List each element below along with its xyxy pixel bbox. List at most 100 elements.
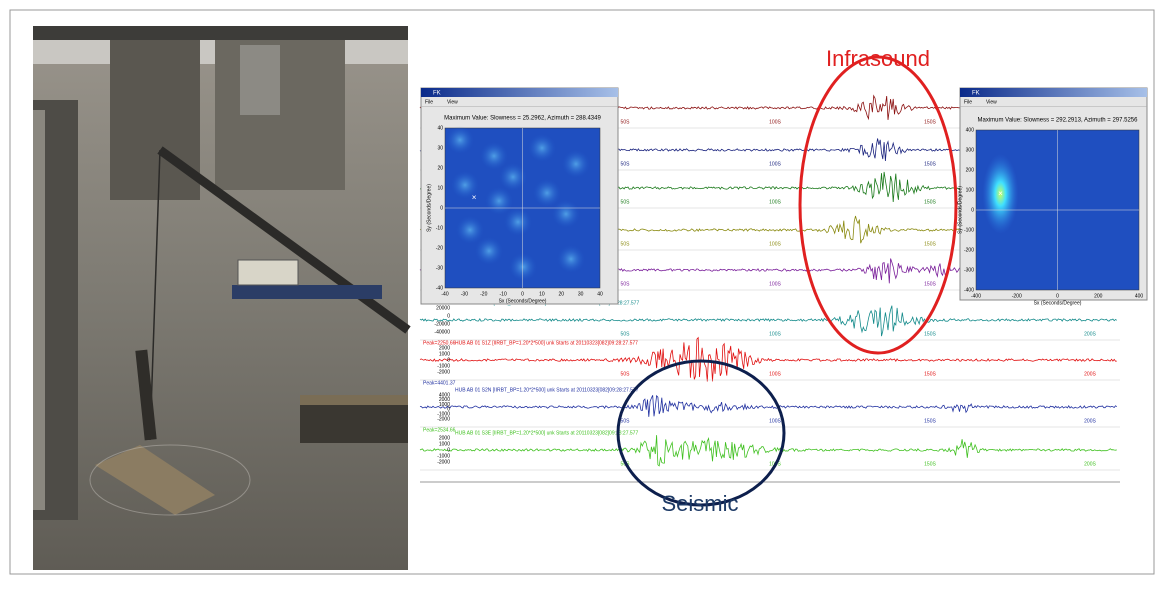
y-tick-label: 300 xyxy=(966,147,975,153)
fk-blob xyxy=(557,245,585,273)
time-tick-label: 150S xyxy=(924,161,936,167)
menu-item: File xyxy=(964,99,972,105)
time-tick-label: 50S xyxy=(621,371,631,377)
x-tick-label: -10 xyxy=(500,291,507,297)
y-tick-label: 100 xyxy=(966,187,975,193)
window-title: FK xyxy=(972,91,980,97)
amp-tick-label: -40000 xyxy=(434,329,450,335)
x-tick-label: 200 xyxy=(1094,293,1103,299)
time-tick-label: 50S xyxy=(621,199,631,205)
y-tick-label: 40 xyxy=(437,125,443,131)
time-tick-label: 100S xyxy=(769,371,781,377)
x-tick-label: 40 xyxy=(597,291,603,297)
x-tick-label: 20 xyxy=(558,291,564,297)
time-tick-label: 150S xyxy=(924,241,936,247)
time-tick-label: 50S xyxy=(621,281,631,287)
y-tick-label: 30 xyxy=(437,145,443,151)
fk-heading: Maximum Value: Slowness = 25.2962, Azimu… xyxy=(444,116,601,122)
trace-label: HUB AB 01 S2N [IIRBT_BP=1.20*2*500] unk … xyxy=(455,387,639,393)
x-tick-label: -20 xyxy=(480,291,487,297)
amp-tick-label: -2000 xyxy=(437,459,450,465)
fk-blob xyxy=(499,163,527,191)
time-tick-label: 150S xyxy=(924,281,936,287)
menu-bar-line xyxy=(421,106,618,107)
y-tick-label: 0 xyxy=(971,207,974,213)
time-tick-label: 100S xyxy=(769,161,781,167)
amp-tick-label: 20000 xyxy=(436,305,450,311)
fk-blob xyxy=(485,187,513,215)
fk-max-marker: × xyxy=(998,189,1003,198)
y-axis-label: Sy (Seconds/Degree) xyxy=(957,186,963,234)
x-tick-label: -400 xyxy=(971,293,981,299)
window-title: FK xyxy=(433,91,441,97)
time-tick-label: 100S xyxy=(769,119,781,125)
photo xyxy=(33,26,408,570)
x-tick-label: 10 xyxy=(539,291,545,297)
time-tick-label: 150S xyxy=(924,331,936,337)
y-tick-label: -400 xyxy=(964,287,974,293)
x-tick-label: 0 xyxy=(1056,293,1059,299)
x-tick-label: -200 xyxy=(1012,293,1022,299)
fk-blob xyxy=(562,150,590,178)
time-tick-label: 100S xyxy=(769,281,781,287)
infrasound-label: Infrasound xyxy=(826,46,930,71)
y-tick-label: 10 xyxy=(437,185,443,191)
x-tick-label: -30 xyxy=(461,291,468,297)
time-tick-label: 100S xyxy=(769,331,781,337)
seismic-label: Seismic xyxy=(661,491,738,516)
y-tick-label: -200 xyxy=(964,247,974,253)
fk-blob xyxy=(480,142,508,170)
time-tick-label: 50S xyxy=(621,161,631,167)
time-tick-label: 100S xyxy=(769,199,781,205)
time-tick-label: 50S xyxy=(621,241,631,247)
fk-heading: Maximum Value: Slowness = 292.2913, Azim… xyxy=(978,118,1139,124)
y-tick-label: 0 xyxy=(440,205,443,211)
title-bar xyxy=(960,88,1147,97)
fk-blob xyxy=(504,208,532,236)
fk-blob xyxy=(456,216,484,244)
y-tick-label: -10 xyxy=(436,225,443,231)
time-tick-label: 200S xyxy=(1084,371,1096,377)
time-tick-label: 50S xyxy=(621,418,631,424)
time-tick-label: 200S xyxy=(1084,331,1096,337)
y-tick-label: -40 xyxy=(436,285,443,291)
time-tick-label: 50S xyxy=(621,119,631,125)
y-tick-label: -100 xyxy=(964,227,974,233)
amp-tick-label: 0 xyxy=(447,313,450,319)
trace-peak: Peak=2534.66 xyxy=(423,427,456,433)
x-tick-label: 0 xyxy=(521,291,524,297)
menu-bar-line xyxy=(960,106,1147,107)
menu-item: View xyxy=(986,99,997,105)
menu-item: File xyxy=(425,99,433,105)
x-tick-label: 400 xyxy=(1135,293,1144,299)
time-tick-label: 150S xyxy=(924,418,936,424)
fk-blob xyxy=(446,126,474,154)
time-tick-label: 200S xyxy=(1084,418,1096,424)
fk-blob xyxy=(475,237,503,265)
y-tick-label: -300 xyxy=(964,267,974,273)
time-tick-label: 150S xyxy=(924,371,936,377)
y-axis-label: Sy (Seconds/Degree) xyxy=(426,184,432,232)
fk-max-marker: × xyxy=(472,193,477,202)
x-axis-label: Sx (Seconds/Degree) xyxy=(499,298,547,304)
time-tick-label: 150S xyxy=(924,461,936,467)
amp-tick-label: -2000 xyxy=(437,369,450,375)
y-tick-label: -20 xyxy=(436,245,443,251)
x-tick-label: 30 xyxy=(578,291,584,297)
fk-blob xyxy=(528,134,556,162)
y-tick-label: 400 xyxy=(966,127,975,133)
trace-peak: Peak=4401.37 xyxy=(423,380,456,386)
time-tick-label: 100S xyxy=(769,418,781,424)
y-tick-label: -30 xyxy=(436,265,443,271)
time-tick-label: 50S xyxy=(621,331,631,337)
title-bar xyxy=(421,88,618,97)
y-tick-label: 200 xyxy=(966,167,975,173)
figure: 50S 100S 150S 200S 50S 100S 150S 200S 50S 100S 150… xyxy=(0,0,1164,584)
x-tick-label: -40 xyxy=(441,291,448,297)
x-axis-label: Sx (Seconds/Degree) xyxy=(1034,300,1082,306)
fk-blob xyxy=(533,179,561,207)
time-tick-label: 150S xyxy=(924,119,936,125)
time-tick-label: 100S xyxy=(769,241,781,247)
menu-item: View xyxy=(447,99,458,105)
